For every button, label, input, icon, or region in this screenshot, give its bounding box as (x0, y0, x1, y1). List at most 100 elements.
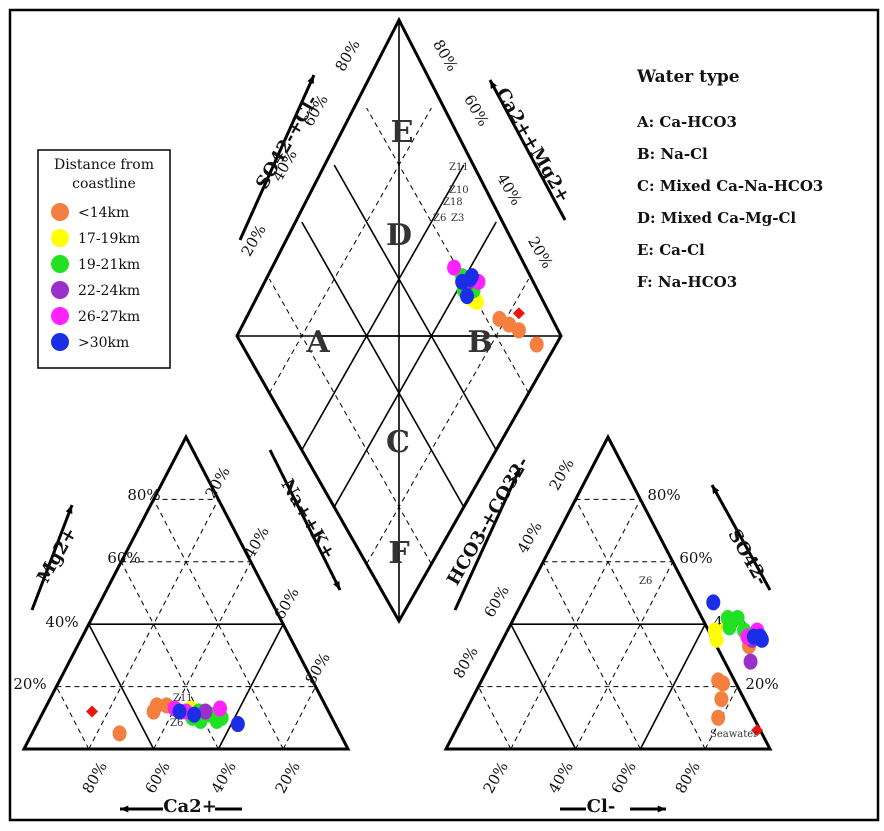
region-letter-d: D (386, 218, 412, 253)
arrow-layer (30, 74, 772, 813)
anion-point-0-1 (716, 675, 731, 692)
legend-label-5: >30km (78, 335, 129, 351)
diamond-grid-b-0 (268, 278, 432, 565)
cation-label-z6: Z6 (170, 718, 183, 729)
anion-point-5-3 (754, 631, 769, 648)
cation-grid-r-0 (153, 499, 284, 750)
figure-border (8, 8, 880, 822)
diamond-point-5-3 (460, 288, 475, 305)
anion-grid-r-1 (542, 561, 641, 750)
water-type-legend: Water type A: Ca-HCO3 B: Na-Cl C: Mixed … (636, 67, 823, 291)
anion-grid-r-0 (575, 499, 706, 750)
cation-grid-r-3 (55, 686, 90, 750)
diamond-point-0-3 (529, 336, 544, 353)
cation-label-z11: Z11 (173, 693, 193, 704)
diamond-left-arrow-head (307, 75, 314, 84)
diamond-label-z3: Z3 (451, 213, 464, 224)
water-type-e: E: Ca-Cl (637, 241, 705, 259)
cation-mg-tick-1: 60% (107, 549, 140, 567)
anion-point-3-1 (743, 653, 758, 670)
diamond-point-4-0 (447, 259, 462, 276)
diamond-grid-b-2 (333, 164, 497, 451)
diamond-right-arrow-head (490, 80, 498, 89)
water-type-c: C: Mixed Ca-Na-HCO3 (637, 177, 823, 195)
anion-point-1-1 (709, 631, 724, 648)
anion-axis-cl-title: Cl- (587, 796, 616, 817)
region-letter-b: B (467, 325, 492, 360)
anion-point-2-2 (722, 619, 737, 636)
anion-grid-r-3 (477, 686, 512, 750)
anion-so4-tick-0: 80% (647, 486, 680, 504)
anion-so4-arrow-shaft (710, 484, 772, 591)
cation-grid-l-0 (88, 499, 219, 750)
cation-nak-arrow-shaft (268, 449, 342, 591)
anion-grid-l-2 (639, 623, 706, 750)
anion-label-seawater: Seawater (710, 729, 758, 740)
anion-so4-arrow-head (712, 485, 720, 494)
legend-label-1: 17-19km (78, 231, 140, 247)
diamond-grid-a-2 (301, 164, 465, 451)
legend-items: <14km 17-19km 19-21km 22-24km 26-27km >30km (51, 203, 140, 351)
diamond-point-0-2 (511, 322, 526, 339)
distance-legend: Distance from coastline <14km 17-19km 19-2… (37, 149, 171, 369)
data-point-layer (86, 259, 769, 742)
diamond-label-z18: Z18 (443, 197, 463, 208)
diamond-right-arrow-shaft (488, 79, 567, 221)
cation-point-3-0 (198, 703, 213, 720)
anion-label-z6: Z6 (639, 576, 652, 587)
cation-grid-l-1 (153, 561, 252, 750)
diamond-label-z11: Z11 (449, 162, 469, 173)
water-type-d: D: Mixed Ca-Mg-Cl (637, 209, 796, 227)
water-type-a: A: Ca-HCO3 (636, 113, 737, 131)
diamond-grid-b-1 (301, 221, 465, 508)
anion-grid-l-3 (704, 686, 739, 750)
cation-point-4-0 (213, 700, 228, 717)
legend-swatch-1 (51, 229, 69, 247)
legend-swatch-2 (51, 255, 69, 273)
anion-so4-tick-1: 60% (679, 549, 712, 567)
diamond-point-6-0 (512, 307, 525, 320)
anion-point-0-3 (711, 709, 726, 726)
legend-swatch-4 (51, 307, 69, 325)
cation-mg-tick-3: 20% (13, 675, 46, 693)
cation-point-0-2 (112, 725, 127, 742)
cation-mg-arrow-head (65, 505, 73, 514)
diamond-label-z6: Z6 (433, 213, 446, 224)
cation-grid-r-2 (88, 623, 155, 750)
cation-nak-arrow-head (333, 581, 340, 590)
cation-grid-l-2 (217, 623, 284, 750)
diamond-point-5-2 (464, 268, 479, 285)
legend-swatch-3 (51, 281, 69, 299)
cation-point-5-0 (230, 716, 245, 733)
water-type-b: B: Na-Cl (637, 145, 708, 163)
cation-mg-tick-2: 40% (45, 613, 78, 631)
cation-grid-r-1 (120, 561, 219, 750)
cation-point-5-2 (187, 706, 202, 723)
cation-point-0-3 (146, 703, 161, 720)
cation-point-6-0 (86, 705, 99, 718)
diamond-left-arrow-shaft (238, 74, 316, 241)
region-letter-e: E (391, 115, 414, 150)
anion-point-5-0 (706, 594, 721, 611)
diamond-grid-a-3 (268, 107, 432, 394)
cation-grid-l-3 (282, 686, 317, 750)
legend-title-line1: Distance from (54, 157, 154, 173)
diamond-grid-b-3 (366, 107, 530, 394)
cation-ca-arrow-head (120, 805, 129, 813)
anion-point-6-0 (751, 724, 764, 737)
cation-axis-ca-title: Ca2+ (163, 796, 217, 817)
legend-label-0: <14km (78, 205, 129, 221)
region-letter-a: A (305, 325, 330, 360)
anion-triangle-outline (443, 433, 773, 751)
anion-hco3-arrow-head (513, 468, 520, 477)
anion-grid-l-1 (575, 561, 674, 750)
cation-mg-tick-0: 80% (127, 486, 160, 504)
legend-swatch-0 (51, 203, 69, 221)
region-letter-c: C (386, 425, 410, 460)
water-type-f: F: Na-HCO3 (637, 273, 737, 291)
diamond-outline (235, 16, 563, 625)
cation-mg-arrow-shaft (30, 504, 74, 611)
cation-triangle-outline (21, 433, 351, 751)
